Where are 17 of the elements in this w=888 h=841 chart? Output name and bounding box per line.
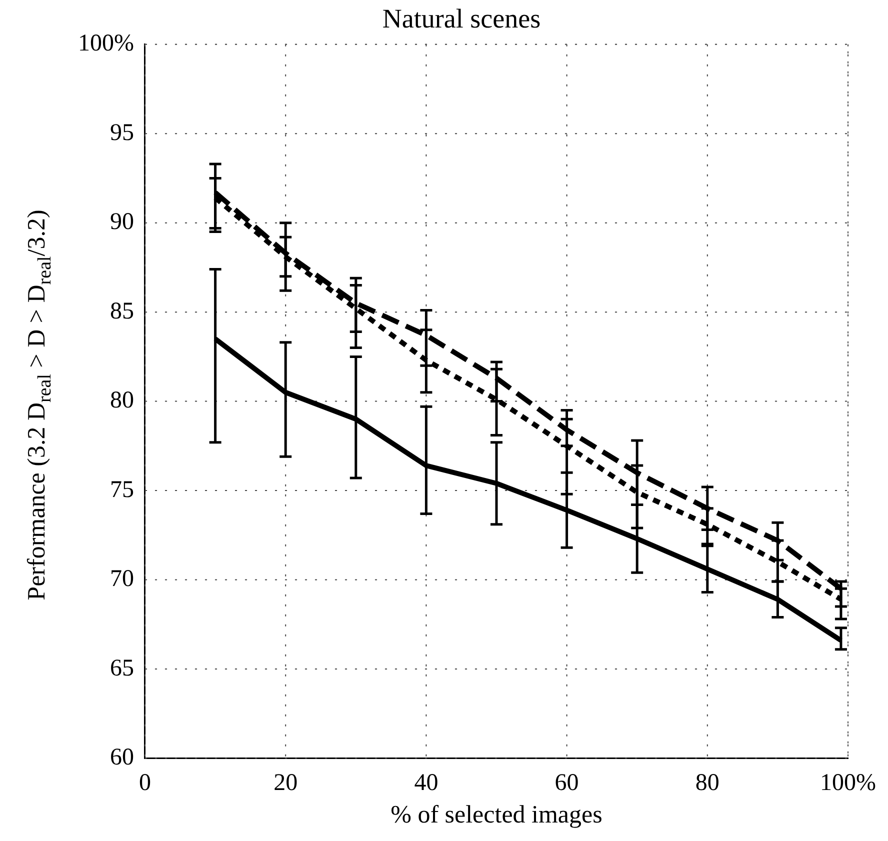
y-tick-label: 90	[110, 209, 134, 236]
y-tick-label: 85	[110, 298, 134, 324]
y-tick-label: 75	[110, 476, 134, 503]
y-tick-label: 95	[110, 120, 134, 146]
x-tick-label: 0	[138, 770, 151, 796]
y-tick-label: 80	[110, 388, 134, 414]
y-tick-label: 65	[110, 655, 134, 682]
x-tick-label: 80	[695, 770, 720, 796]
x-axis-title: % of selected images	[390, 802, 602, 829]
x-tick-label: 100%	[820, 770, 876, 796]
y-tick-label: 60	[110, 744, 134, 770]
y-tick-label: 100%	[78, 30, 134, 57]
chart-title: Natural scenes	[382, 3, 541, 34]
x-tick-label: 60	[554, 770, 579, 796]
x-tick-label: 20	[274, 770, 298, 796]
x-tick-label: 40	[414, 770, 438, 796]
y-tick-label: 70	[110, 566, 134, 592]
